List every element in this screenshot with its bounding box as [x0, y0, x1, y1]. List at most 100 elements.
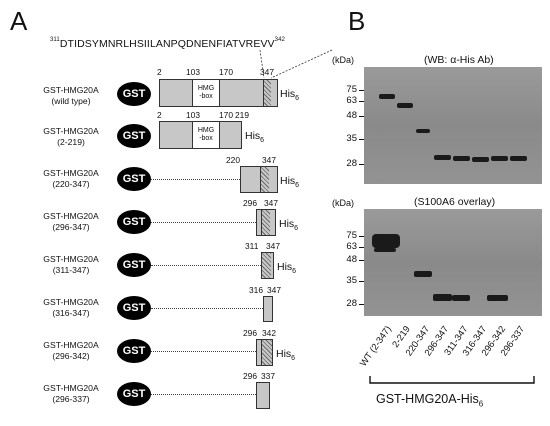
- marker-tick: [359, 164, 364, 165]
- marker-tick: [359, 304, 364, 305]
- overlay-band-wt: [372, 234, 400, 248]
- his6-tag: His6: [277, 261, 297, 276]
- position-337: 337: [261, 371, 275, 381]
- marker-35: 35: [346, 275, 357, 286]
- his6-tag: His6: [245, 130, 265, 145]
- marker-tick: [359, 247, 364, 248]
- peptide-sequence: 311DTIDSYMNRLHSIILANPQDNENFIATVREVV342: [50, 37, 285, 50]
- c-terminal-hatched-region: [262, 253, 271, 278]
- deleted-region-line: [151, 265, 261, 266]
- deleted-region-line: [151, 394, 256, 395]
- deleted-region-line: [151, 351, 256, 352]
- band-wt: [379, 94, 395, 99]
- marker-tick: [359, 139, 364, 140]
- gst-tag: GST: [117, 382, 151, 406]
- construct-label-wild-type: GST-HMG20A (wild type): [26, 85, 116, 107]
- his6-tag: His6: [280, 88, 300, 103]
- marker-48: 48: [346, 254, 357, 265]
- marker-35: 35: [346, 133, 357, 144]
- band-2-219: [397, 103, 413, 108]
- kda-label-top: (kDa): [332, 55, 354, 65]
- construct-label-296-337: GST-HMG20A (296-337): [26, 383, 116, 405]
- position-296: 296: [243, 371, 257, 381]
- position-347: 347: [262, 155, 276, 165]
- gst-tag: GST: [117, 167, 151, 191]
- protein-bar-wild-type: HMG -box: [159, 79, 278, 107]
- western-blot-top: [364, 67, 542, 184]
- protein-bar-2-219: HMG -box: [159, 121, 242, 149]
- construct-range: (220-347): [52, 179, 90, 189]
- band-296-342: [491, 156, 508, 161]
- marker-75: 75: [346, 230, 357, 241]
- lane-bracket: [369, 376, 535, 384]
- sequence-end-number: 342: [274, 37, 285, 43]
- position-2: 2: [157, 67, 162, 77]
- construct-range: (311-347): [52, 265, 90, 275]
- marker-tick: [359, 101, 364, 102]
- deleted-region-line: [151, 222, 256, 223]
- marker-tick: [359, 116, 364, 117]
- marker-tick: [359, 281, 364, 282]
- deleted-region-line: [151, 308, 263, 309]
- overlay-band-296-342: [487, 295, 508, 301]
- marker-tick: [359, 260, 364, 261]
- kda-label-bottom: (kDa): [332, 198, 354, 208]
- construct-range: (wild type): [51, 96, 91, 106]
- c-terminal-hatched-region: [261, 340, 272, 365]
- construct-label-311-347: GST-HMG20A (311-347): [26, 254, 116, 276]
- panel-a-letter: A: [10, 6, 28, 36]
- hmg-box-line2: -box: [199, 93, 213, 100]
- top-blot-title: (WB: α-His Ab): [424, 54, 494, 66]
- position-103: 103: [186, 67, 200, 77]
- position-347: 347: [260, 67, 274, 77]
- marker-75: 75: [346, 84, 357, 95]
- protein-bar-296-347: [256, 209, 276, 236]
- hmg-box-line1: HMG: [197, 85, 215, 92]
- position-347: 347: [266, 241, 280, 251]
- position-311: 311: [245, 241, 259, 251]
- his6-tag: His6: [279, 218, 299, 233]
- position-103: 103: [186, 110, 200, 120]
- construct-range: (296-347): [52, 222, 90, 232]
- construct-label-220-347: GST-HMG20A (220-347): [26, 168, 116, 190]
- position-296: 296: [243, 198, 257, 208]
- gst-tag: GST: [117, 82, 151, 106]
- position-170: 170: [219, 67, 233, 77]
- his6-tag: His6: [276, 348, 296, 363]
- c-terminal-hatched-region: [263, 80, 271, 106]
- sequence-start-number: 311: [50, 37, 60, 43]
- hmg-box-domain: HMG -box: [192, 122, 220, 148]
- band-296-337: [510, 156, 527, 161]
- hmg-box-line2: -box: [199, 135, 213, 142]
- protein-bar-220-347: [240, 166, 278, 193]
- c-terminal-hatched-region: [260, 167, 269, 192]
- protein-bar-311-347: [261, 252, 274, 279]
- protein-bar-296-342: [256, 339, 273, 366]
- construct-label-296-347: GST-HMG20A (296-347): [26, 211, 116, 233]
- footer-label: GST-HMG20A-His6: [376, 392, 484, 409]
- overlay-band-wt-lower: [374, 248, 396, 252]
- band-316-347: [472, 157, 489, 162]
- position-170: 170: [219, 110, 233, 120]
- sequence-residues: DTIDSYMNRLHSIILANPQDNENFIATVREVV: [59, 38, 275, 50]
- construct-name: GST-HMG20A: [43, 297, 99, 307]
- construct-name: GST-HMG20A: [43, 340, 99, 350]
- position-316: 316: [249, 285, 263, 295]
- construct-name: GST-HMG20A: [43, 254, 99, 264]
- marker-28: 28: [346, 298, 357, 309]
- construct-label-316-347: GST-HMG20A (316-347): [26, 297, 116, 319]
- band-296-347: [434, 155, 451, 160]
- construct-label-2-219: GST-HMG20A (2-219): [26, 126, 116, 148]
- marker-48: 48: [346, 110, 357, 121]
- position-342: 342: [262, 328, 276, 338]
- marker-28: 28: [346, 158, 357, 169]
- gst-tag: GST: [117, 210, 151, 234]
- c-terminal-hatched-region: [261, 210, 270, 235]
- marker-63: 63: [346, 95, 357, 106]
- position-219: 219: [235, 110, 249, 120]
- construct-label-296-342: GST-HMG20A (296-342): [26, 340, 116, 362]
- construct-name: GST-HMG20A: [43, 85, 99, 95]
- position-2: 2: [157, 110, 162, 120]
- construct-range: (296-342): [52, 351, 90, 361]
